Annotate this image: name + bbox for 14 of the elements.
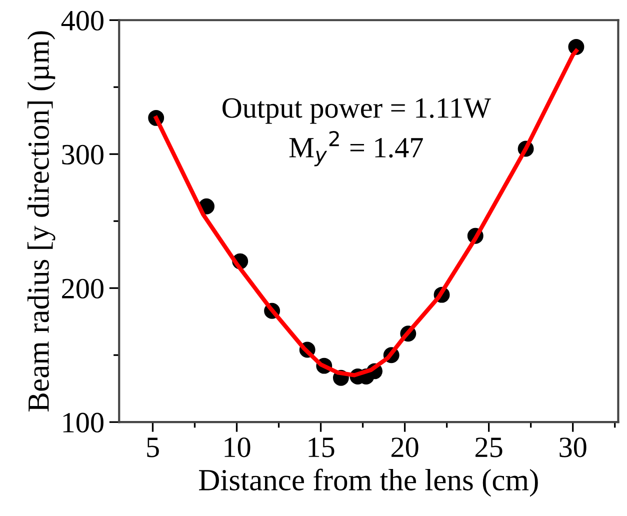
y-tick-label: 200 — [62, 278, 104, 299]
annotation: Output power = 1.11W — [222, 98, 491, 124]
x-tick-label: 15 — [308, 438, 334, 458]
x-tick-label: 10 — [224, 438, 250, 458]
annotation: M$_{y}$$^{2}$ = 1.47 — [289, 130, 423, 166]
x-tick-label: 20 — [392, 438, 418, 458]
x-tick-label: 30 — [560, 438, 586, 458]
y-axis-title: Beam radius [y direction] (µm) — [27, 31, 56, 412]
y-tick-label: 300 — [62, 144, 104, 165]
x-axis-title: Distance from the lens (cm) — [199, 468, 538, 497]
y-tick-label: 100 — [63, 412, 104, 432]
x-tick-label: 25 — [476, 438, 502, 458]
x-tick-label: 5 — [147, 438, 159, 458]
y-tick-label: 400 — [61, 10, 104, 31]
